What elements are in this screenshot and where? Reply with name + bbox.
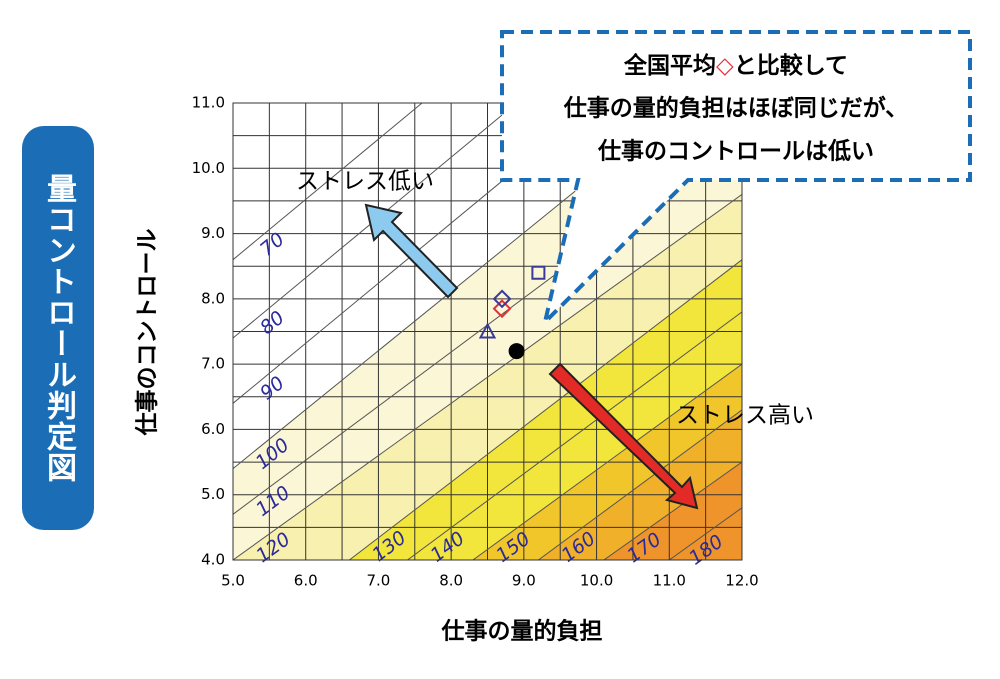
- point: [492, 289, 512, 309]
- contour-line: [538, 409, 742, 560]
- callout-box: [500, 30, 972, 329]
- x-tick-label: 9.0: [512, 572, 536, 590]
- contour-line: [349, 259, 742, 560]
- y-tick-label: 5.0: [201, 485, 225, 503]
- y-tick-label: 6.0: [201, 420, 225, 438]
- x-tick-label: 7.0: [366, 572, 390, 590]
- contour-label: 80: [256, 307, 289, 339]
- arrow-high: [548, 362, 699, 510]
- annotation-low: ストレス低い: [296, 169, 434, 195]
- y-tick-label: 7.0: [201, 355, 225, 373]
- point: [478, 322, 497, 339]
- plot-frame: [232, 102, 743, 561]
- side-label: 量コントロール判定図: [22, 126, 94, 530]
- y-tick-label: 4.0: [201, 551, 225, 569]
- callout-text: 全国平均: [623, 52, 716, 79]
- x-tick-label: 5.0: [221, 572, 245, 590]
- point: [492, 299, 512, 319]
- contour-line: [233, 103, 423, 261]
- arrow-low: [364, 203, 459, 299]
- x-tick-label: 11.0: [653, 572, 686, 590]
- contour-line: [668, 507, 742, 560]
- y-tick-label: 10.0: [192, 159, 225, 177]
- callout-text: と比較して: [734, 52, 848, 79]
- y-axis-title: 仕事のコントロール: [134, 229, 161, 437]
- contour-line: [407, 311, 742, 560]
- callout-line: 仕事の量的負担はほぼ同じだが、: [563, 95, 909, 122]
- point: [508, 343, 525, 360]
- point: [531, 265, 546, 280]
- callout-line: 全国平均◇と比較して: [623, 52, 848, 79]
- x-tick-label: 10.0: [580, 572, 613, 590]
- callout-symbol: ◇: [716, 53, 734, 79]
- contour-line: [603, 461, 742, 560]
- annotation-high: ストレス高い: [676, 403, 814, 429]
- contour-line: [472, 363, 742, 560]
- y-tick-label: 9.0: [201, 224, 225, 242]
- y-tick-label: 8.0: [201, 289, 225, 307]
- y-tick-label: 11.0: [192, 94, 225, 112]
- x-tick-label: 12.0: [725, 572, 758, 590]
- contour-line: [233, 193, 742, 560]
- callout-line: 仕事のコントロールは低い: [597, 138, 874, 165]
- x-tick-label: 6.0: [294, 572, 318, 590]
- x-axis-title: 仕事の量的負担: [441, 618, 603, 645]
- x-tick-label: 8.0: [439, 572, 463, 590]
- contour-label: 90: [256, 372, 289, 404]
